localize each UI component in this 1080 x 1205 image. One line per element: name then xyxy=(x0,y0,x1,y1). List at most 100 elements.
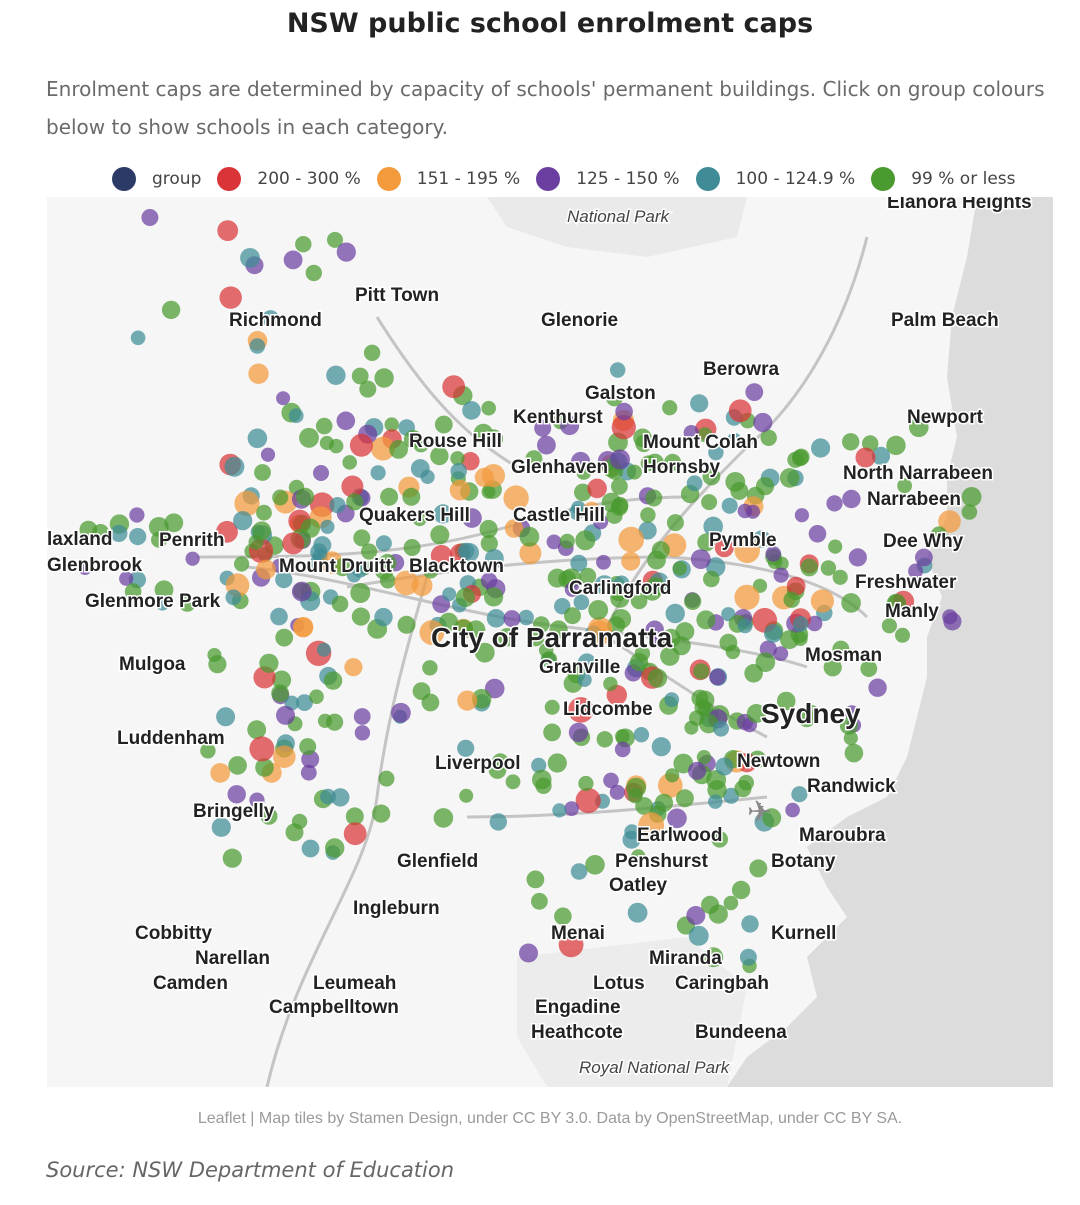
school-marker xyxy=(457,739,475,757)
school-marker xyxy=(587,478,607,499)
legend-item[interactable]: group xyxy=(112,167,201,191)
school-marker xyxy=(479,519,498,539)
school-marker xyxy=(326,365,346,385)
school-marker xyxy=(346,493,364,511)
school-marker xyxy=(755,477,775,496)
school-marker xyxy=(844,705,860,720)
school-marker xyxy=(547,568,567,588)
school-marker xyxy=(715,757,734,776)
school-marker xyxy=(486,609,506,628)
school-marker xyxy=(633,428,652,448)
school-marker xyxy=(480,534,498,553)
school-marker xyxy=(703,947,724,968)
school-marker xyxy=(745,383,764,401)
legend-item[interactable]: 200 - 300 % xyxy=(217,167,361,191)
school-marker xyxy=(842,489,861,509)
place-label: Granville xyxy=(539,657,620,678)
school-marker xyxy=(225,589,242,606)
school-marker xyxy=(331,595,349,613)
school-marker xyxy=(272,670,292,690)
school-marker xyxy=(640,507,656,523)
legend-swatch[interactable] xyxy=(695,167,720,191)
school-marker xyxy=(433,808,454,828)
school-marker xyxy=(606,390,623,407)
legend-label: 151 - 195 % xyxy=(416,169,521,189)
legend-swatch[interactable] xyxy=(112,167,136,191)
school-marker xyxy=(249,736,275,762)
school-marker xyxy=(749,859,768,878)
school-marker xyxy=(664,692,680,707)
school-marker xyxy=(675,789,694,808)
school-marker xyxy=(610,362,626,378)
school-marker xyxy=(696,750,712,765)
school-marker xyxy=(697,533,716,552)
school-marker xyxy=(247,428,268,449)
place-label: Blacktown xyxy=(409,556,504,577)
school-marker xyxy=(224,456,245,477)
school-marker xyxy=(343,822,367,846)
legend-item[interactable]: 100 - 124.9 % xyxy=(695,167,855,191)
school-marker xyxy=(622,830,641,849)
legend-swatch[interactable] xyxy=(536,167,561,191)
place-label: Penshurst xyxy=(615,851,709,872)
school-marker xyxy=(154,595,170,611)
school-marker xyxy=(559,533,575,549)
airport-icon: ✈ xyxy=(747,795,772,830)
school-marker xyxy=(774,556,789,571)
school-marker xyxy=(611,478,628,495)
school-marker xyxy=(412,512,427,527)
road xyxy=(265,576,429,1087)
school-marker xyxy=(450,451,465,466)
school-marker xyxy=(433,504,453,524)
school-marker xyxy=(466,620,486,640)
place-label: Mount Druitt xyxy=(279,556,393,577)
legend-item[interactable]: 125 - 150 % xyxy=(536,167,680,191)
place-label: Luddenham xyxy=(117,728,225,749)
map-canvas[interactable]: Pitt Town Richmond Glenorie Palm Beach Berow… xyxy=(47,197,1053,1087)
place-label: Leumeah xyxy=(313,973,396,994)
school-marker xyxy=(260,807,278,825)
legend-item[interactable]: 151 - 195 % xyxy=(376,167,521,191)
place-label: Palm Beach xyxy=(891,310,999,331)
school-marker xyxy=(610,584,627,602)
school-marker xyxy=(786,576,806,596)
school-marker xyxy=(690,394,709,413)
school-marker xyxy=(660,646,680,666)
place-label: Mosman xyxy=(805,645,882,666)
school-marker xyxy=(672,561,687,576)
school-marker xyxy=(301,839,320,858)
place-label: laxland xyxy=(47,529,112,550)
map-attribution[interactable]: Leaflet | Map tiles by Stamen Design, un… xyxy=(197,1110,903,1127)
legend-swatch[interactable] xyxy=(871,167,896,191)
school-marker xyxy=(129,528,147,546)
school-marker xyxy=(531,757,547,774)
school-marker xyxy=(518,609,534,626)
legend-swatch[interactable] xyxy=(376,167,401,191)
school-marker xyxy=(703,516,723,537)
school-marker xyxy=(273,745,296,768)
school-marker xyxy=(295,236,312,253)
national-park-area xyxy=(487,197,747,257)
school-marker xyxy=(686,906,706,925)
legend-label: 99 % or less xyxy=(911,169,1016,189)
school-marker xyxy=(457,690,478,711)
school-marker xyxy=(564,801,579,816)
school-marker xyxy=(731,880,751,900)
school-marker xyxy=(709,668,726,686)
school-marker xyxy=(828,539,843,554)
place-label: Engadine xyxy=(535,997,621,1018)
legend-swatch[interactable] xyxy=(217,167,242,191)
school-marker xyxy=(610,449,630,470)
place-label: North Narrabeen xyxy=(843,463,993,484)
map[interactable]: Pitt Town Richmond Glenorie Palm Beach Berow… xyxy=(47,197,1053,1087)
school-marker xyxy=(585,855,605,875)
school-marker xyxy=(353,529,371,547)
school-marker xyxy=(791,449,809,467)
school-marker xyxy=(570,863,588,880)
school-marker xyxy=(554,907,572,926)
place-label: City of Parramatta xyxy=(431,622,673,653)
legend-item[interactable]: 99 % or less xyxy=(871,167,1016,191)
school-marker xyxy=(688,925,709,946)
school-marker xyxy=(207,648,222,662)
place-label: Oatley xyxy=(609,875,668,896)
